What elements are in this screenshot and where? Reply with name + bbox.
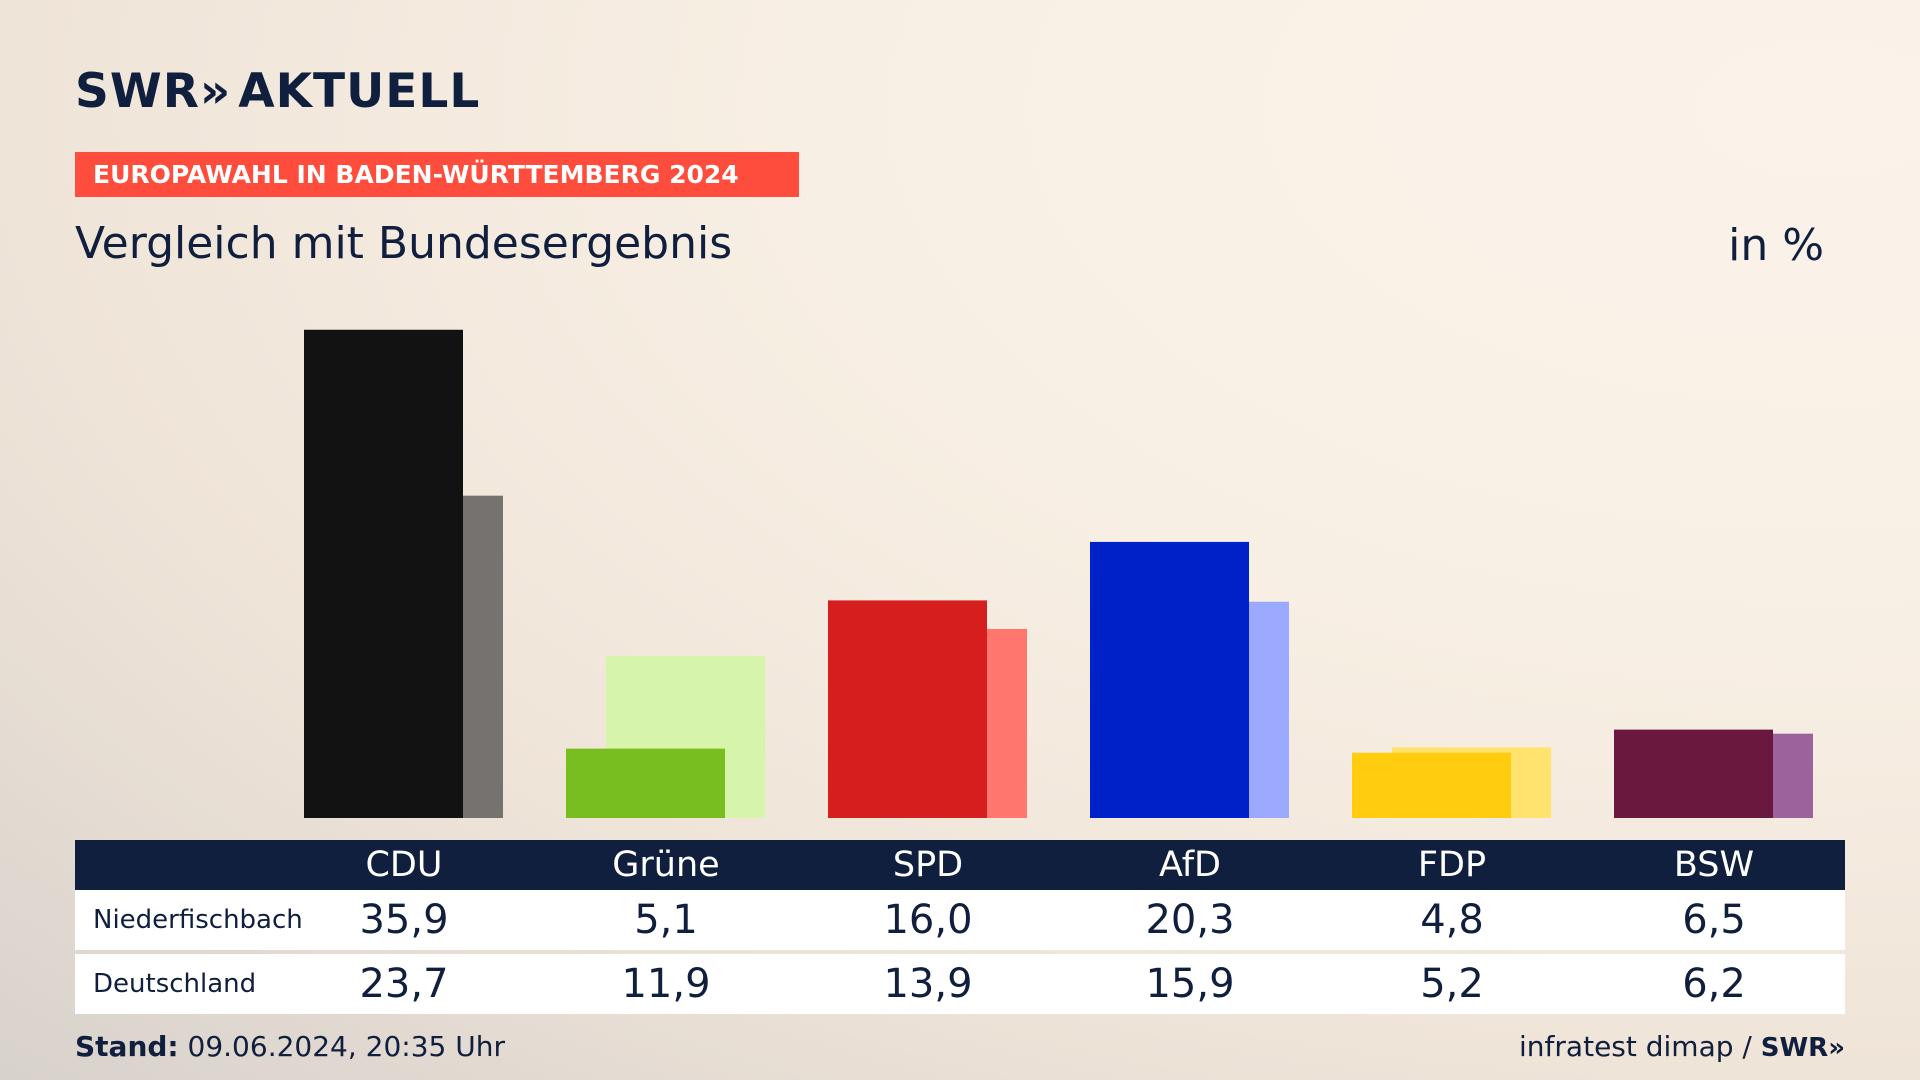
- value-cell: 11,9: [621, 961, 711, 1007]
- value-cell: 20,3: [1145, 897, 1235, 943]
- kicker-banner: EUROPAWAHL IN BADEN-WÜRTTEMBERG 2024: [75, 152, 799, 197]
- source-credit: infratest dimap / SWR»: [1519, 1030, 1845, 1063]
- stand-label: Stand:: [75, 1030, 179, 1063]
- table-body: Niederfischbach 35,9 5,1 16,0 20,3 4,8 6,5 Deut…: [75, 890, 1845, 1014]
- column-header-spd: SPD: [892, 845, 964, 885]
- table-row: Deutschland 23,7 11,9 13,9 15,9 5,2 6,2: [75, 954, 1845, 1014]
- logo-swr: SWR: [75, 64, 200, 119]
- row-label: Niederfischbach: [93, 905, 303, 935]
- value-cell: 23,7: [359, 961, 449, 1007]
- column-header-grüne: Grüne: [612, 845, 720, 885]
- table-row: Niederfischbach 35,9 5,1 16,0 20,3 4,8 6,5: [75, 890, 1845, 950]
- timestamp: Stand: 09.06.2024, 20:35 Uhr: [75, 1030, 505, 1063]
- value-cell: 16,0: [883, 897, 973, 943]
- bar-group-grüne: [566, 656, 765, 818]
- value-cell: 15,9: [1145, 961, 1235, 1007]
- value-cell: 6,5: [1682, 897, 1746, 943]
- bar-group-fdp: [1352, 747, 1551, 818]
- stand-value: 09.06.2024, 20:35 Uhr: [187, 1030, 505, 1063]
- bar-group-afd: [1090, 541, 1289, 818]
- column-header-bsw: BSW: [1673, 845, 1755, 885]
- bar-niederfischbach-cdu: [304, 329, 463, 818]
- table-header: CDU Grüne SPD AfD FDP BSW: [75, 840, 1845, 890]
- bar-niederfischbach-spd: [828, 600, 987, 818]
- value-cell: 5,2: [1420, 961, 1484, 1007]
- source-text: infratest dimap /: [1519, 1030, 1752, 1063]
- column-header-fdp: FDP: [1417, 845, 1487, 885]
- unit-label: in %: [1728, 220, 1824, 271]
- value-cell: 35,9: [359, 897, 449, 943]
- results-table: CDU Grüne SPD AfD FDP BSW Niederfischbach 35,9…: [75, 840, 1845, 1014]
- bar-niederfischbach-afd: [1090, 541, 1249, 818]
- column-header-afd: AfD: [1159, 845, 1221, 885]
- chart-subtitle: Vergleich mit Bundesergebnis: [75, 218, 733, 269]
- value-cell: 5,1: [634, 897, 698, 943]
- bar-niederfischbach-grüne: [566, 748, 725, 818]
- bar-group-cdu: [304, 329, 503, 818]
- value-cell: 4,8: [1420, 897, 1484, 943]
- swr-brand: SWR»: [1760, 1033, 1845, 1063]
- column-header-cdu: CDU: [365, 845, 443, 885]
- logo-aktuell: AKTUELL: [238, 64, 481, 119]
- value-cell: 6,2: [1682, 961, 1746, 1007]
- bar-group-spd: [828, 600, 1027, 818]
- bar-niederfischbach-fdp: [1352, 752, 1511, 818]
- swr-aktuell-logo: SWR» AKTUELL: [75, 68, 480, 115]
- bar-niederfischbach-bsw: [1614, 729, 1773, 818]
- bar-group-bsw: [1614, 729, 1813, 818]
- value-cell: 13,9: [883, 961, 973, 1007]
- row-label: Deutschland: [93, 969, 257, 999]
